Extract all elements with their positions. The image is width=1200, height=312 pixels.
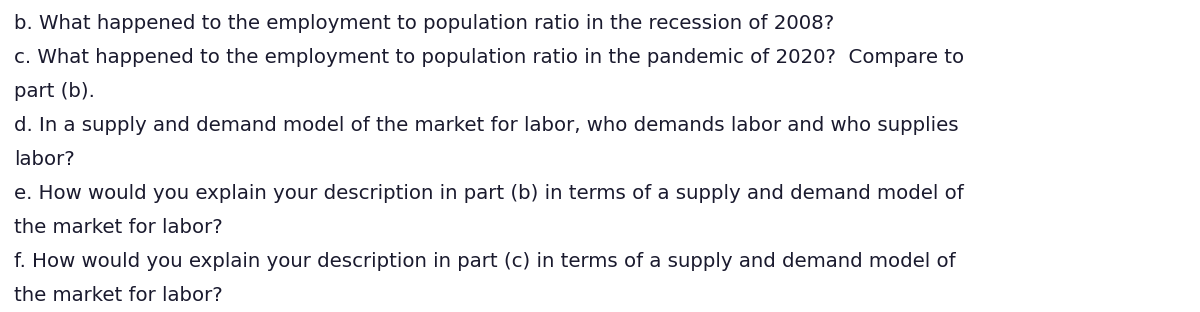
- Text: e. How would you explain your description in part (b) in terms of a supply and d: e. How would you explain your descriptio…: [14, 184, 964, 203]
- Text: the market for labor?: the market for labor?: [14, 286, 223, 305]
- Text: c. What happened to the employment to population ratio in the pandemic of 2020? : c. What happened to the employment to po…: [14, 48, 964, 67]
- Text: the market for labor?: the market for labor?: [14, 218, 223, 237]
- Text: part (b).: part (b).: [14, 82, 95, 101]
- Text: f. How would you explain your description in part (c) in terms of a supply and d: f. How would you explain your descriptio…: [14, 252, 955, 271]
- Text: b. What happened to the employment to population ratio in the recession of 2008?: b. What happened to the employment to po…: [14, 14, 834, 33]
- Text: d. In a supply and demand model of the market for labor, who demands labor and w: d. In a supply and demand model of the m…: [14, 116, 959, 135]
- Text: labor?: labor?: [14, 150, 74, 169]
